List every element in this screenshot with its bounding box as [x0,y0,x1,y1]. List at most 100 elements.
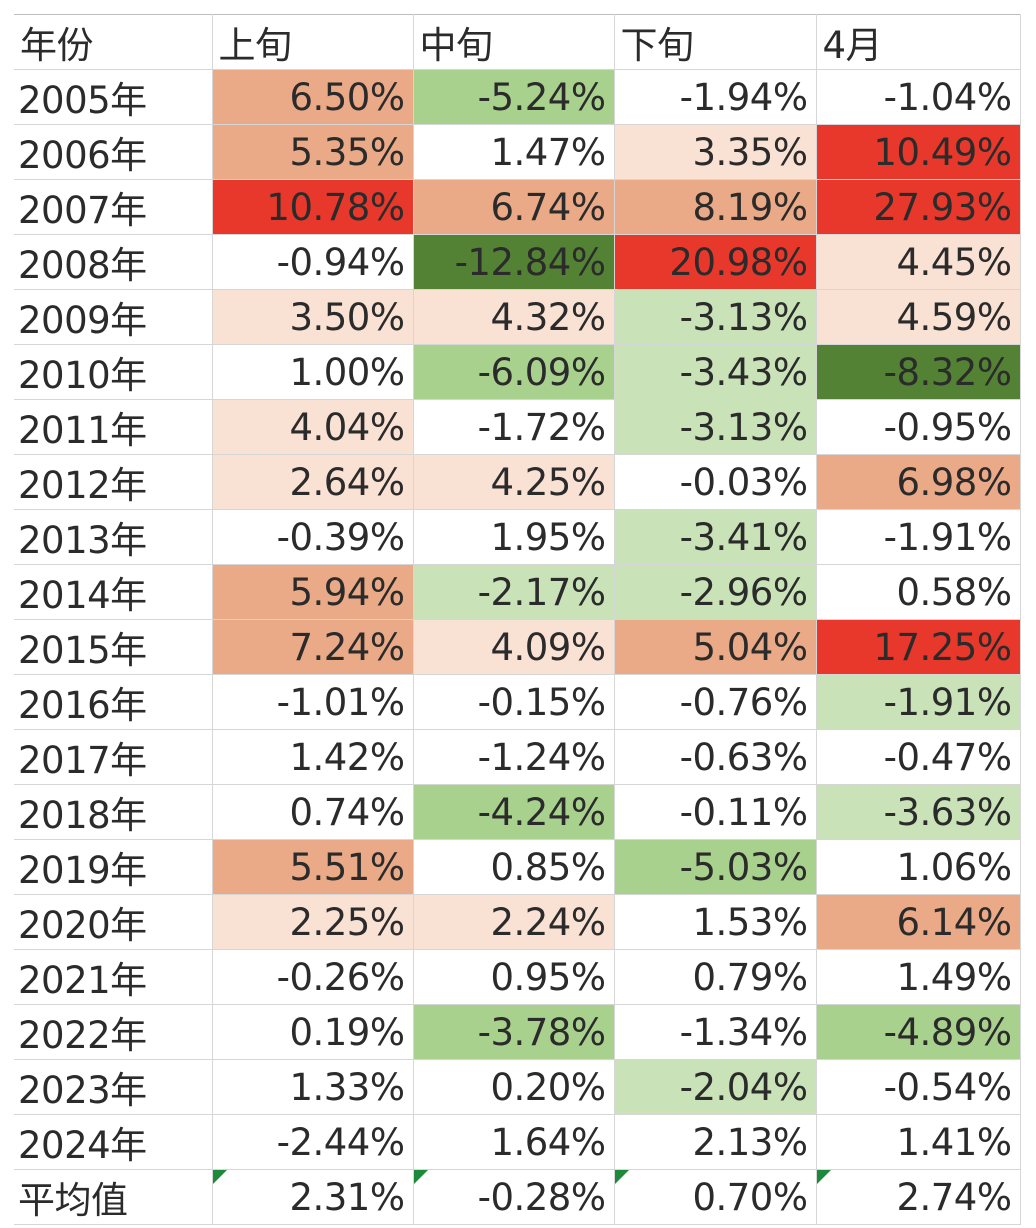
cell-late-period[interactable]: -3.41% [614,509,817,565]
row-label[interactable]: 2015年 [14,619,213,675]
row-label[interactable]: 2009年 [14,289,213,345]
cell-late-period[interactable]: 3.35% [614,124,817,180]
row-label[interactable]: 2007年 [14,179,213,235]
row-label[interactable]: 2006年 [14,124,213,180]
cell-mid-period[interactable]: 4.32% [413,289,615,345]
cell-month-april[interactable]: 0.58% [816,564,1021,620]
cell-late-period[interactable]: 0.70% [614,1169,817,1225]
cell-late-period[interactable]: 20.98% [614,234,817,290]
row-label[interactable]: 2017年 [14,729,213,785]
cell-month-april[interactable]: 2.74% [816,1169,1021,1225]
cell-early-period[interactable]: -0.94% [212,234,414,290]
cell-mid-period[interactable]: -2.17% [413,564,615,620]
cell-month-april[interactable]: -4.89% [816,1004,1021,1060]
row-label[interactable]: 平均值 [14,1169,213,1225]
cell-late-period[interactable]: -2.04% [614,1059,817,1115]
row-label[interactable]: 2008年 [14,234,213,290]
cell-mid-period[interactable]: -3.78% [413,1004,615,1060]
cell-mid-period[interactable]: -1.72% [413,399,615,455]
cell-month-april[interactable]: 17.25% [816,619,1021,675]
header-year[interactable]: 年份 [14,14,213,70]
cell-mid-period[interactable]: -5.24% [413,69,615,125]
cell-early-period[interactable]: -2.44% [212,1114,414,1170]
row-label[interactable]: 2021年 [14,949,213,1005]
cell-late-period[interactable]: 0.79% [614,949,817,1005]
cell-mid-period[interactable]: -4.24% [413,784,615,840]
cell-mid-period[interactable]: 0.85% [413,839,615,895]
header-month-april[interactable]: 4月 [816,14,1021,70]
cell-late-period[interactable]: -2.96% [614,564,817,620]
row-label[interactable]: 2014年 [14,564,213,620]
cell-late-period[interactable]: 8.19% [614,179,817,235]
cell-early-period[interactable]: 2.25% [212,894,414,950]
row-label[interactable]: 2020年 [14,894,213,950]
cell-month-april[interactable]: 10.49% [816,124,1021,180]
cell-mid-period[interactable]: 6.74% [413,179,615,235]
cell-early-period[interactable]: 5.94% [212,564,414,620]
cell-early-period[interactable]: 5.35% [212,124,414,180]
cell-early-period[interactable]: 1.00% [212,344,414,400]
row-label[interactable]: 2013年 [14,509,213,565]
cell-mid-period[interactable]: 0.95% [413,949,615,1005]
cell-late-period[interactable]: -0.63% [614,729,817,785]
cell-late-period[interactable]: -0.76% [614,674,817,730]
cell-late-period[interactable]: -5.03% [614,839,817,895]
cell-late-period[interactable]: -3.43% [614,344,817,400]
cell-late-period[interactable]: -1.94% [614,69,817,125]
cell-late-period[interactable]: 1.53% [614,894,817,950]
cell-month-april[interactable]: -1.91% [816,674,1021,730]
cell-mid-period[interactable]: 4.25% [413,454,615,510]
cell-early-period[interactable]: 1.33% [212,1059,414,1115]
cell-mid-period[interactable]: -6.09% [413,344,615,400]
cell-early-period[interactable]: 4.04% [212,399,414,455]
row-label[interactable]: 2024年 [14,1114,213,1170]
cell-month-april[interactable]: -1.04% [816,69,1021,125]
cell-late-period[interactable]: 5.04% [614,619,817,675]
cell-mid-period[interactable]: 0.20% [413,1059,615,1115]
cell-early-period[interactable]: 0.19% [212,1004,414,1060]
cell-late-period[interactable]: 2.13% [614,1114,817,1170]
cell-mid-period[interactable]: 1.95% [413,509,615,565]
cell-mid-period[interactable]: -12.84% [413,234,615,290]
cell-month-april[interactable]: -8.32% [816,344,1021,400]
row-label[interactable]: 2005年 [14,69,213,125]
row-label[interactable]: 2023年 [14,1059,213,1115]
cell-month-april[interactable]: 6.98% [816,454,1021,510]
cell-early-period[interactable]: 10.78% [212,179,414,235]
row-label[interactable]: 2018年 [14,784,213,840]
cell-month-april[interactable]: -0.95% [816,399,1021,455]
cell-month-april[interactable]: -0.54% [816,1059,1021,1115]
row-label[interactable]: 2019年 [14,839,213,895]
cell-late-period[interactable]: -0.03% [614,454,817,510]
cell-month-april[interactable]: 4.59% [816,289,1021,345]
cell-month-april[interactable]: 1.06% [816,839,1021,895]
cell-month-april[interactable]: 1.41% [816,1114,1021,1170]
cell-month-april[interactable]: -1.91% [816,509,1021,565]
cell-late-period[interactable]: -3.13% [614,289,817,345]
cell-mid-period[interactable]: -1.24% [413,729,615,785]
cell-early-period[interactable]: 2.31% [212,1169,414,1225]
row-label[interactable]: 2010年 [14,344,213,400]
cell-month-april[interactable]: 27.93% [816,179,1021,235]
cell-mid-period[interactable]: 4.09% [413,619,615,675]
cell-mid-period[interactable]: -0.15% [413,674,615,730]
header-early-period[interactable]: 上旬 [212,14,414,70]
row-label[interactable]: 2012年 [14,454,213,510]
cell-month-april[interactable]: 4.45% [816,234,1021,290]
row-label[interactable]: 2011年 [14,399,213,455]
cell-month-april[interactable]: -0.47% [816,729,1021,785]
cell-late-period[interactable]: -0.11% [614,784,817,840]
cell-late-period[interactable]: -3.13% [614,399,817,455]
cell-early-period[interactable]: 5.51% [212,839,414,895]
cell-early-period[interactable]: -1.01% [212,674,414,730]
header-mid-period[interactable]: 中旬 [413,14,615,70]
cell-early-period[interactable]: 6.50% [212,69,414,125]
cell-early-period[interactable]: 3.50% [212,289,414,345]
row-label[interactable]: 2022年 [14,1004,213,1060]
cell-mid-period[interactable]: 1.64% [413,1114,615,1170]
cell-early-period[interactable]: -0.39% [212,509,414,565]
cell-late-period[interactable]: -1.34% [614,1004,817,1060]
cell-month-april[interactable]: -3.63% [816,784,1021,840]
cell-month-april[interactable]: 6.14% [816,894,1021,950]
cell-mid-period[interactable]: 1.47% [413,124,615,180]
